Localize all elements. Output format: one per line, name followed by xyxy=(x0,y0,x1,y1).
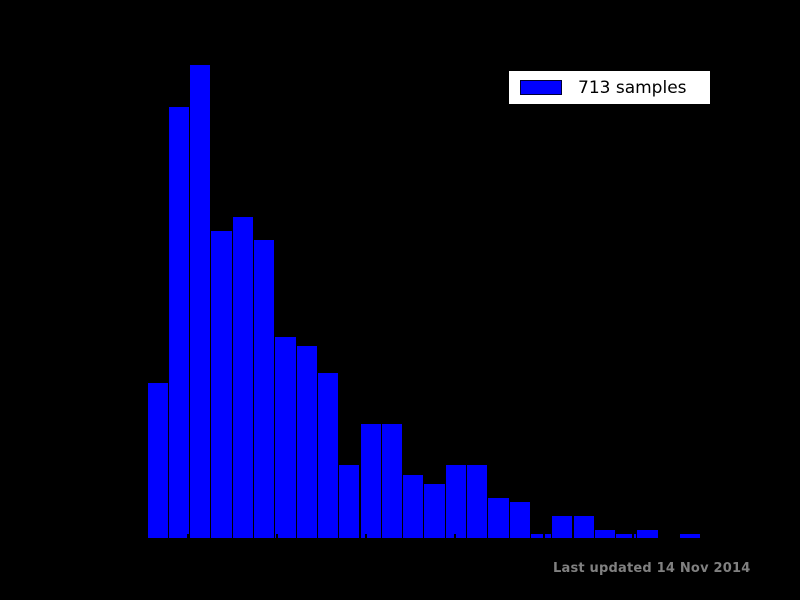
histogram-bar xyxy=(444,464,467,539)
histogram-bar xyxy=(167,105,191,539)
legend-swatch xyxy=(520,80,562,95)
last-updated-note: Last updated 14 Nov 2014 xyxy=(553,561,751,576)
histogram-bar xyxy=(636,528,659,539)
legend: 713 samples xyxy=(508,70,711,105)
x-axis-tick xyxy=(365,534,367,539)
histogram-bar xyxy=(274,335,297,539)
histogram-bar xyxy=(380,423,404,539)
x-axis-tick xyxy=(543,534,545,539)
histogram-bar xyxy=(146,381,169,539)
histogram-bar xyxy=(338,464,361,539)
histogram-bar xyxy=(210,229,233,539)
histogram-bar xyxy=(295,344,318,539)
x-axis-tick xyxy=(454,534,456,539)
histogram-bar xyxy=(572,515,595,539)
histogram-bar xyxy=(402,473,425,539)
histogram-bar xyxy=(231,216,254,539)
histogram-bar xyxy=(466,464,489,539)
histogram-bar xyxy=(551,515,574,539)
x-axis-line xyxy=(90,538,730,539)
histogram-bar xyxy=(508,501,531,539)
x-axis-tick xyxy=(187,534,189,539)
x-axis-tick xyxy=(632,534,634,539)
histogram-bar xyxy=(359,423,382,539)
histogram-bar xyxy=(316,372,340,539)
legend-label: 713 samples xyxy=(578,77,687,98)
histogram-bar xyxy=(679,533,702,539)
histogram-bar xyxy=(423,482,446,539)
histogram-bar xyxy=(253,239,276,539)
x-axis-tick xyxy=(276,534,278,539)
histogram-bar xyxy=(487,496,510,539)
histogram-bar xyxy=(189,64,212,539)
